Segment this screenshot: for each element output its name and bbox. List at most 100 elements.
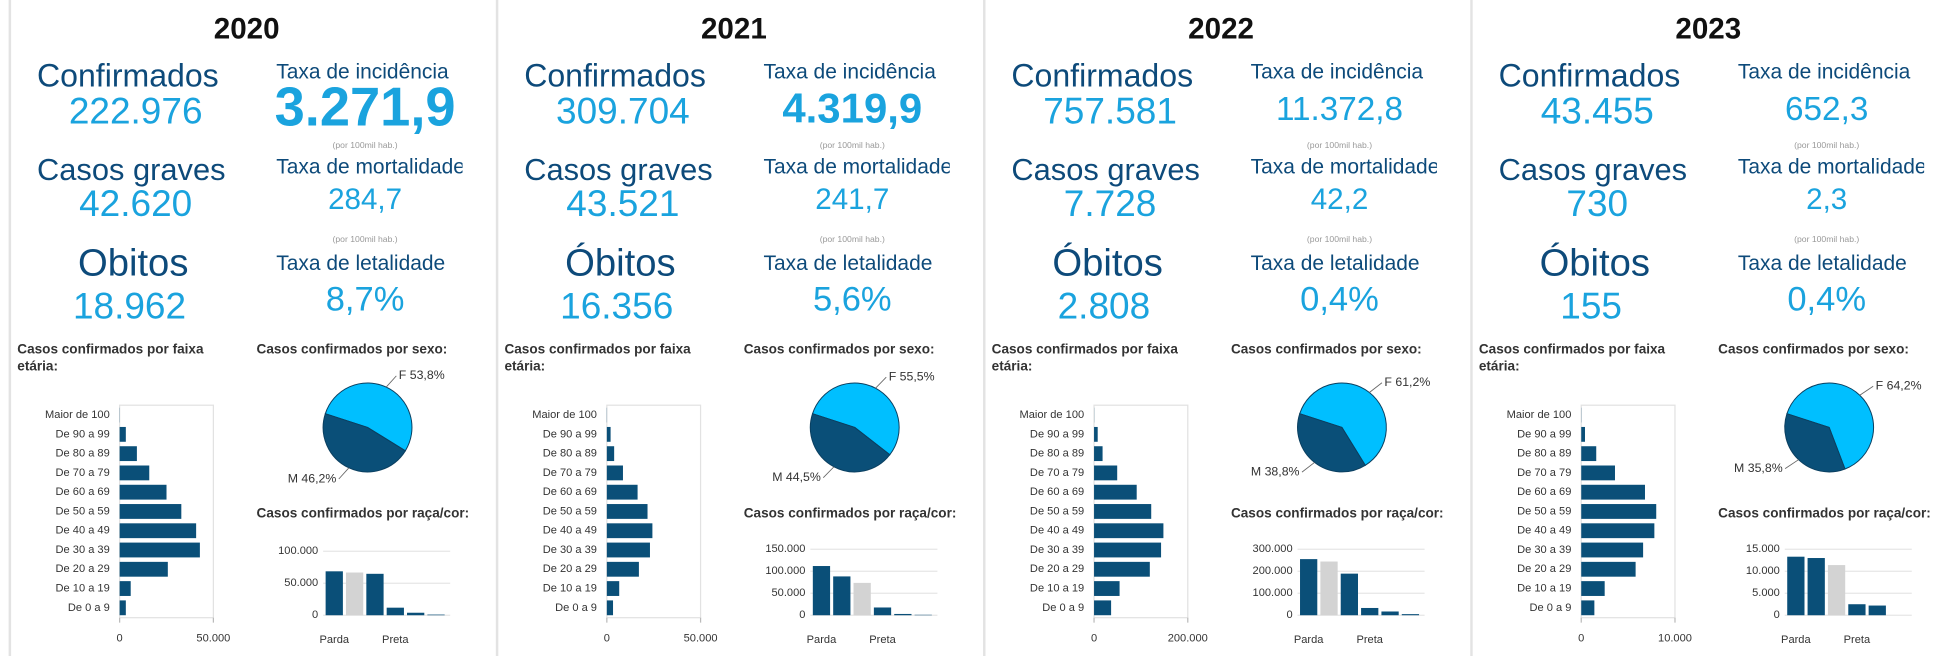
y-tick-label: De 50 a 59 — [1517, 505, 1571, 517]
bar — [1300, 559, 1318, 616]
stat-label: Confirmados — [524, 57, 706, 93]
stat-label: Casos graves — [1011, 152, 1200, 187]
y-tick-label: 300.000 — [1253, 543, 1293, 555]
bar — [119, 581, 131, 596]
bar — [119, 426, 126, 442]
bar — [386, 607, 404, 616]
y-tick-label: 0 — [312, 609, 318, 621]
x-tick-label: Preta — [869, 634, 896, 646]
x-tick-label: 50.000 — [684, 633, 718, 645]
stat-value: 5,6% — [813, 281, 892, 319]
y-tick-label: De 40 a 49 — [1517, 525, 1571, 537]
right-stats: Taxa de incidência 11.372,8 (por 100mil ha… — [1251, 60, 1440, 318]
y-tick-label: De 80 a 89 — [1517, 448, 1571, 460]
section-title-box: Casos confirmados por raça/cor: — [1718, 507, 1931, 522]
y-tick-label: De 40 a 49 — [543, 525, 597, 537]
stat-label: Obitos — [78, 242, 188, 285]
stat-label: Confirmados — [1499, 57, 1681, 93]
x-tick-label: 0 — [117, 633, 123, 645]
y-tick-label: De 90 a 99 — [543, 428, 597, 440]
y-tick-label: De 70 a 79 — [56, 467, 110, 479]
section-title-box: Casos confirmados por sexo: — [1718, 342, 1909, 358]
bar — [606, 600, 614, 616]
bar — [119, 542, 200, 558]
y-tick-label: Maior de 100 — [532, 409, 597, 421]
bar — [1581, 504, 1657, 519]
bar — [606, 426, 611, 442]
y-tick-label: De 50 a 59 — [56, 505, 110, 517]
stat-value: 42.620 — [79, 182, 192, 224]
section-title: Casos confirmados por faixa etária: — [504, 342, 691, 375]
y-tick-label: De 60 a 69 — [56, 486, 110, 498]
stat-label: Taxa de letalidade — [1251, 252, 1420, 275]
stat-label: Taxa de incidência — [276, 60, 449, 83]
pie-leader — [1301, 462, 1315, 473]
x-tick-label: 50.000 — [196, 633, 230, 645]
bar — [1581, 465, 1615, 481]
bar — [427, 614, 445, 616]
x-tick-label: 0 — [1091, 633, 1097, 645]
year-title: 2022 — [1188, 13, 1254, 46]
stat-label: Taxa de letalidade — [276, 252, 445, 275]
stat-label: Óbitos — [1052, 242, 1162, 285]
section-title-box: Casos confirmados por raça/cor: — [257, 507, 470, 522]
x-tick-label: 200.000 — [1168, 633, 1208, 645]
x-tick-label: 10.000 — [1658, 633, 1692, 645]
section-title-box: Casos confirmados por faixa etária: — [17, 342, 203, 374]
stat-note: (por 100mil hab.) — [1794, 140, 1859, 150]
y-tick-label: De 60 a 69 — [543, 486, 597, 498]
stat-label: Taxa de mortalidade — [1251, 156, 1440, 179]
y-tick-label: 150.000 — [765, 543, 805, 555]
y-tick-label: De 20 a 29 — [543, 563, 597, 575]
bar — [325, 571, 343, 616]
pie-leader — [338, 467, 350, 480]
y-tick-label: 200.000 — [1253, 565, 1293, 577]
y-tick-label: Maior de 100 — [1019, 409, 1084, 421]
pie-label: F 64,2% — [1876, 379, 1922, 393]
stat-value: 757.581 — [1043, 89, 1177, 131]
pie-label: F 53,8% — [399, 368, 445, 382]
bar — [1361, 607, 1379, 616]
section-title: Casos confirmados por sexo: — [1230, 342, 1422, 358]
pie-label: M 44,5% — [772, 470, 821, 484]
bar — [407, 612, 425, 616]
pie-label: M 46,2% — [288, 471, 337, 485]
stat-label: Taxa de mortalidade — [276, 156, 465, 179]
section-title-box: Casos confirmados por faixa etária: — [992, 342, 1178, 374]
stat-label: Taxa de mortalidade — [1738, 156, 1927, 179]
year-title: 2023 — [1675, 13, 1741, 46]
y-tick-label: De 90 a 99 — [1030, 428, 1084, 440]
y-tick-label: Maior de 100 — [1507, 409, 1572, 421]
section-title-box: Casos confirmados por sexo: — [1230, 342, 1422, 358]
bar — [1094, 465, 1118, 481]
y-tick-label: De 50 a 59 — [1030, 505, 1084, 517]
stat-value: 241,7 — [815, 183, 889, 216]
section-title: Casos confirmados por sexo: — [1718, 342, 1909, 358]
y-tick-label: De 80 a 89 — [543, 448, 597, 460]
stat-note: (por 100mil hab.) — [333, 234, 398, 244]
bar — [119, 484, 167, 500]
x-tick-label: Parda — [319, 634, 349, 646]
stat-label: Taxa de incidência — [1738, 60, 1911, 83]
y-tick-label: De 30 a 39 — [543, 544, 597, 556]
pie-slice — [811, 382, 900, 456]
y-tick-label: De 10 a 19 — [56, 582, 110, 594]
stat-value: 222.976 — [69, 89, 203, 131]
stat-label: Taxa de letalidade — [1738, 252, 1907, 275]
bar — [1381, 611, 1399, 616]
y-tick-label: De 80 a 89 — [56, 448, 110, 460]
section-title: Casos confirmados por raça/cor: — [743, 506, 957, 522]
pie-label: F 55,5% — [889, 369, 935, 383]
bar — [606, 484, 638, 500]
stat-value: 16.356 — [560, 285, 673, 327]
bar — [1094, 504, 1152, 519]
y-tick-label: De 30 a 39 — [1030, 544, 1084, 556]
y-tick-label: De 10 a 19 — [1517, 582, 1571, 594]
y-tick-label: De 10 a 19 — [1030, 582, 1084, 594]
